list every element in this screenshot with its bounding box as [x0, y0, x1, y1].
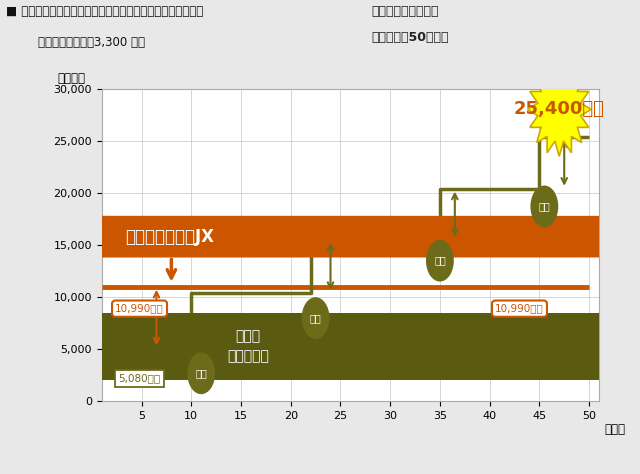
Text: （万円）: （万円）	[57, 73, 85, 85]
Text: 維持費用は50年間で: 維持費用は50年間で	[371, 31, 449, 44]
Text: 5,080万円: 5,080万円	[118, 374, 161, 383]
Text: 25,400万円: 25,400万円	[514, 100, 605, 118]
Text: 改修: 改修	[195, 368, 207, 378]
Text: 一般のタイル外壁の: 一般のタイル外壁の	[371, 5, 438, 18]
Text: ■ 新築物件におけるタイル外壁とハマキャスト外装材の比較: ■ 新築物件におけるタイル外壁とハマキャスト外装材の比較	[6, 5, 204, 18]
Text: 改修: 改修	[538, 201, 550, 211]
Text: 改修: 改修	[310, 313, 321, 323]
Ellipse shape	[531, 185, 558, 227]
Ellipse shape	[301, 297, 330, 339]
Text: 一般の
タイル外壁: 一般の タイル外壁	[227, 329, 269, 363]
Text: 10,990万円: 10,990万円	[495, 304, 544, 314]
Ellipse shape	[426, 240, 454, 282]
Polygon shape	[527, 63, 591, 156]
Text: （年）: （年）	[604, 423, 625, 437]
FancyBboxPatch shape	[0, 313, 640, 380]
Ellipse shape	[188, 353, 215, 394]
Text: （想定施工面積：3,300 ㎡）: （想定施工面積：3,300 ㎡）	[38, 36, 145, 48]
Text: 改修: 改修	[434, 255, 446, 265]
Text: ハマキャスト・JX: ハマキャスト・JX	[125, 228, 214, 246]
FancyBboxPatch shape	[0, 216, 640, 257]
Text: 10,990万円: 10,990万円	[115, 304, 164, 314]
